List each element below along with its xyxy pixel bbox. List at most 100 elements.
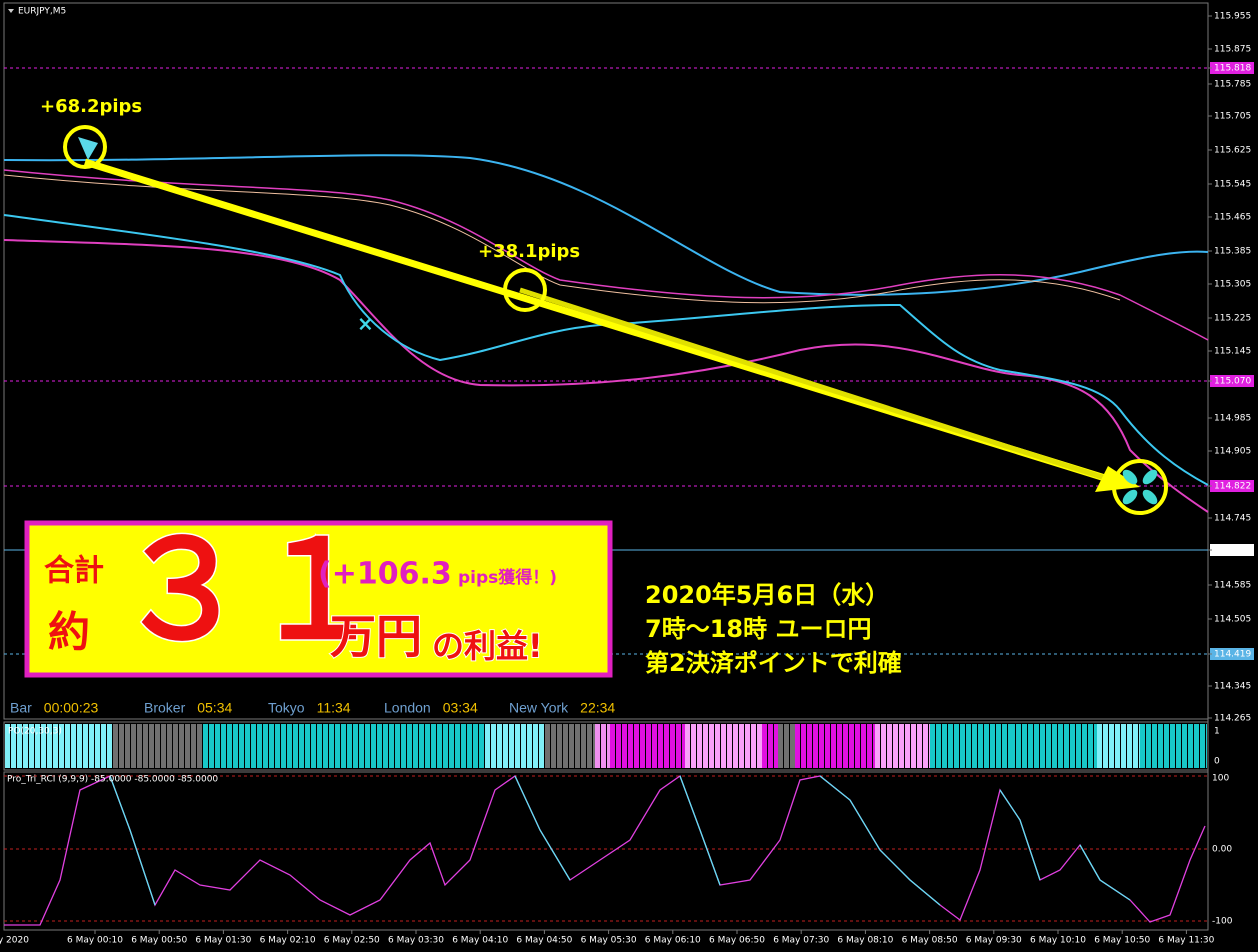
po-bar: [1170, 724, 1175, 768]
po-bar: [101, 724, 106, 768]
po-bar: [95, 724, 100, 768]
po-bar: [1070, 724, 1075, 768]
time-label: 6 May 03:30: [388, 936, 444, 946]
time-label: 6 May 11:30: [1158, 936, 1214, 946]
po-bar: [795, 724, 800, 768]
po-histogram: [5, 724, 1207, 768]
po-bar: [1133, 724, 1138, 768]
price-label: 114.822: [1214, 482, 1251, 492]
po-bar: [1164, 724, 1169, 768]
po-bar: [930, 724, 935, 768]
po-bar: [911, 724, 916, 768]
time-label: 6 May 00:50: [131, 936, 187, 946]
po-bar: [125, 724, 130, 768]
po-bar: [757, 724, 762, 768]
time-label: 6 May 04:50: [516, 936, 572, 946]
po-bar: [849, 724, 854, 768]
time-label: 6 May 07:30: [773, 936, 829, 946]
po-bar: [317, 724, 322, 768]
price-label: 115.225: [1214, 314, 1251, 324]
po-bar: [1158, 724, 1163, 768]
status-label: Broker: [144, 700, 186, 716]
po-bar: [984, 724, 989, 768]
po-bar: [1182, 724, 1187, 768]
po-bar: [751, 724, 756, 768]
po-bar: [227, 724, 232, 768]
po-bar: [113, 724, 118, 768]
po-bar: [996, 724, 1001, 768]
po-bar: [431, 724, 436, 768]
po-bar: [634, 724, 639, 768]
po-bar: [131, 724, 136, 768]
po-tick: 0: [1214, 757, 1220, 767]
profit-suffix: の利益!: [432, 627, 543, 665]
po-bar: [395, 724, 400, 768]
po-bar: [715, 724, 720, 768]
price-highlight: [1210, 480, 1254, 492]
time-label: 6 May 05:30: [581, 936, 637, 946]
po-bar: [628, 724, 633, 768]
po-bar: [509, 724, 514, 768]
po-bar: [557, 724, 562, 768]
po-bar: [263, 724, 268, 768]
po-bar: [11, 724, 16, 768]
po-bar: [1206, 724, 1207, 768]
price-label: 114.265: [1214, 714, 1251, 724]
price-label: 114.905: [1214, 447, 1251, 457]
po-bar: [1194, 724, 1199, 768]
po-bar: [197, 724, 202, 768]
po-bar: [107, 724, 112, 768]
po-bar: [1028, 724, 1033, 768]
pips-total: pips獲得！): [458, 567, 557, 588]
po-bar: [275, 724, 280, 768]
price-label: 115.070: [1214, 377, 1251, 387]
po-bar: [790, 724, 795, 768]
po-bar: [954, 724, 959, 768]
po-bar: [778, 724, 783, 768]
rci-frame: [3, 771, 1209, 931]
po-bar: [479, 724, 484, 768]
po-bar: [601, 724, 606, 768]
pips-label: +38.1pips: [478, 241, 580, 262]
po-bar: [443, 724, 448, 768]
po-bar: [1058, 724, 1063, 768]
status-time: 00:00:23: [44, 700, 99, 716]
po-bar: [1139, 724, 1140, 768]
po-bar: [658, 724, 663, 768]
amount: ３１: [115, 512, 385, 669]
po-bar: [581, 724, 586, 768]
po-bar: [595, 724, 600, 768]
time-label: 6 May 04:10: [452, 936, 508, 946]
po-bar: [575, 724, 580, 768]
po-bar: [539, 724, 544, 768]
po-bar: [1002, 724, 1007, 768]
rci-tick: -100: [1212, 917, 1233, 927]
po-bar: [1076, 724, 1081, 768]
po-bar: [311, 724, 316, 768]
po-bar: [1115, 724, 1120, 768]
po-bar: [774, 724, 778, 768]
po-bar: [801, 724, 806, 768]
po-bar: [646, 724, 651, 768]
price-label: 114.985: [1214, 414, 1251, 424]
po-bar: [664, 724, 669, 768]
price-highlight: [1210, 62, 1254, 74]
po-bar: [83, 724, 88, 768]
po-bar: [305, 724, 310, 768]
po-bar: [5, 724, 10, 768]
po-bar: [257, 724, 262, 768]
rci-tick: 100: [1212, 774, 1229, 784]
mid-band: [3, 169, 1209, 341]
po-bar: [942, 724, 947, 768]
total-label: 合計: [44, 554, 104, 589]
time-label: 6 May 10:10: [1030, 936, 1086, 946]
po-bar: [491, 724, 496, 768]
po-bar: [527, 724, 532, 768]
po-bar: [1010, 724, 1015, 768]
po-bar: [149, 724, 154, 768]
po-bar: [251, 724, 256, 768]
po-bar: [1088, 724, 1093, 768]
po-bar: [215, 724, 220, 768]
